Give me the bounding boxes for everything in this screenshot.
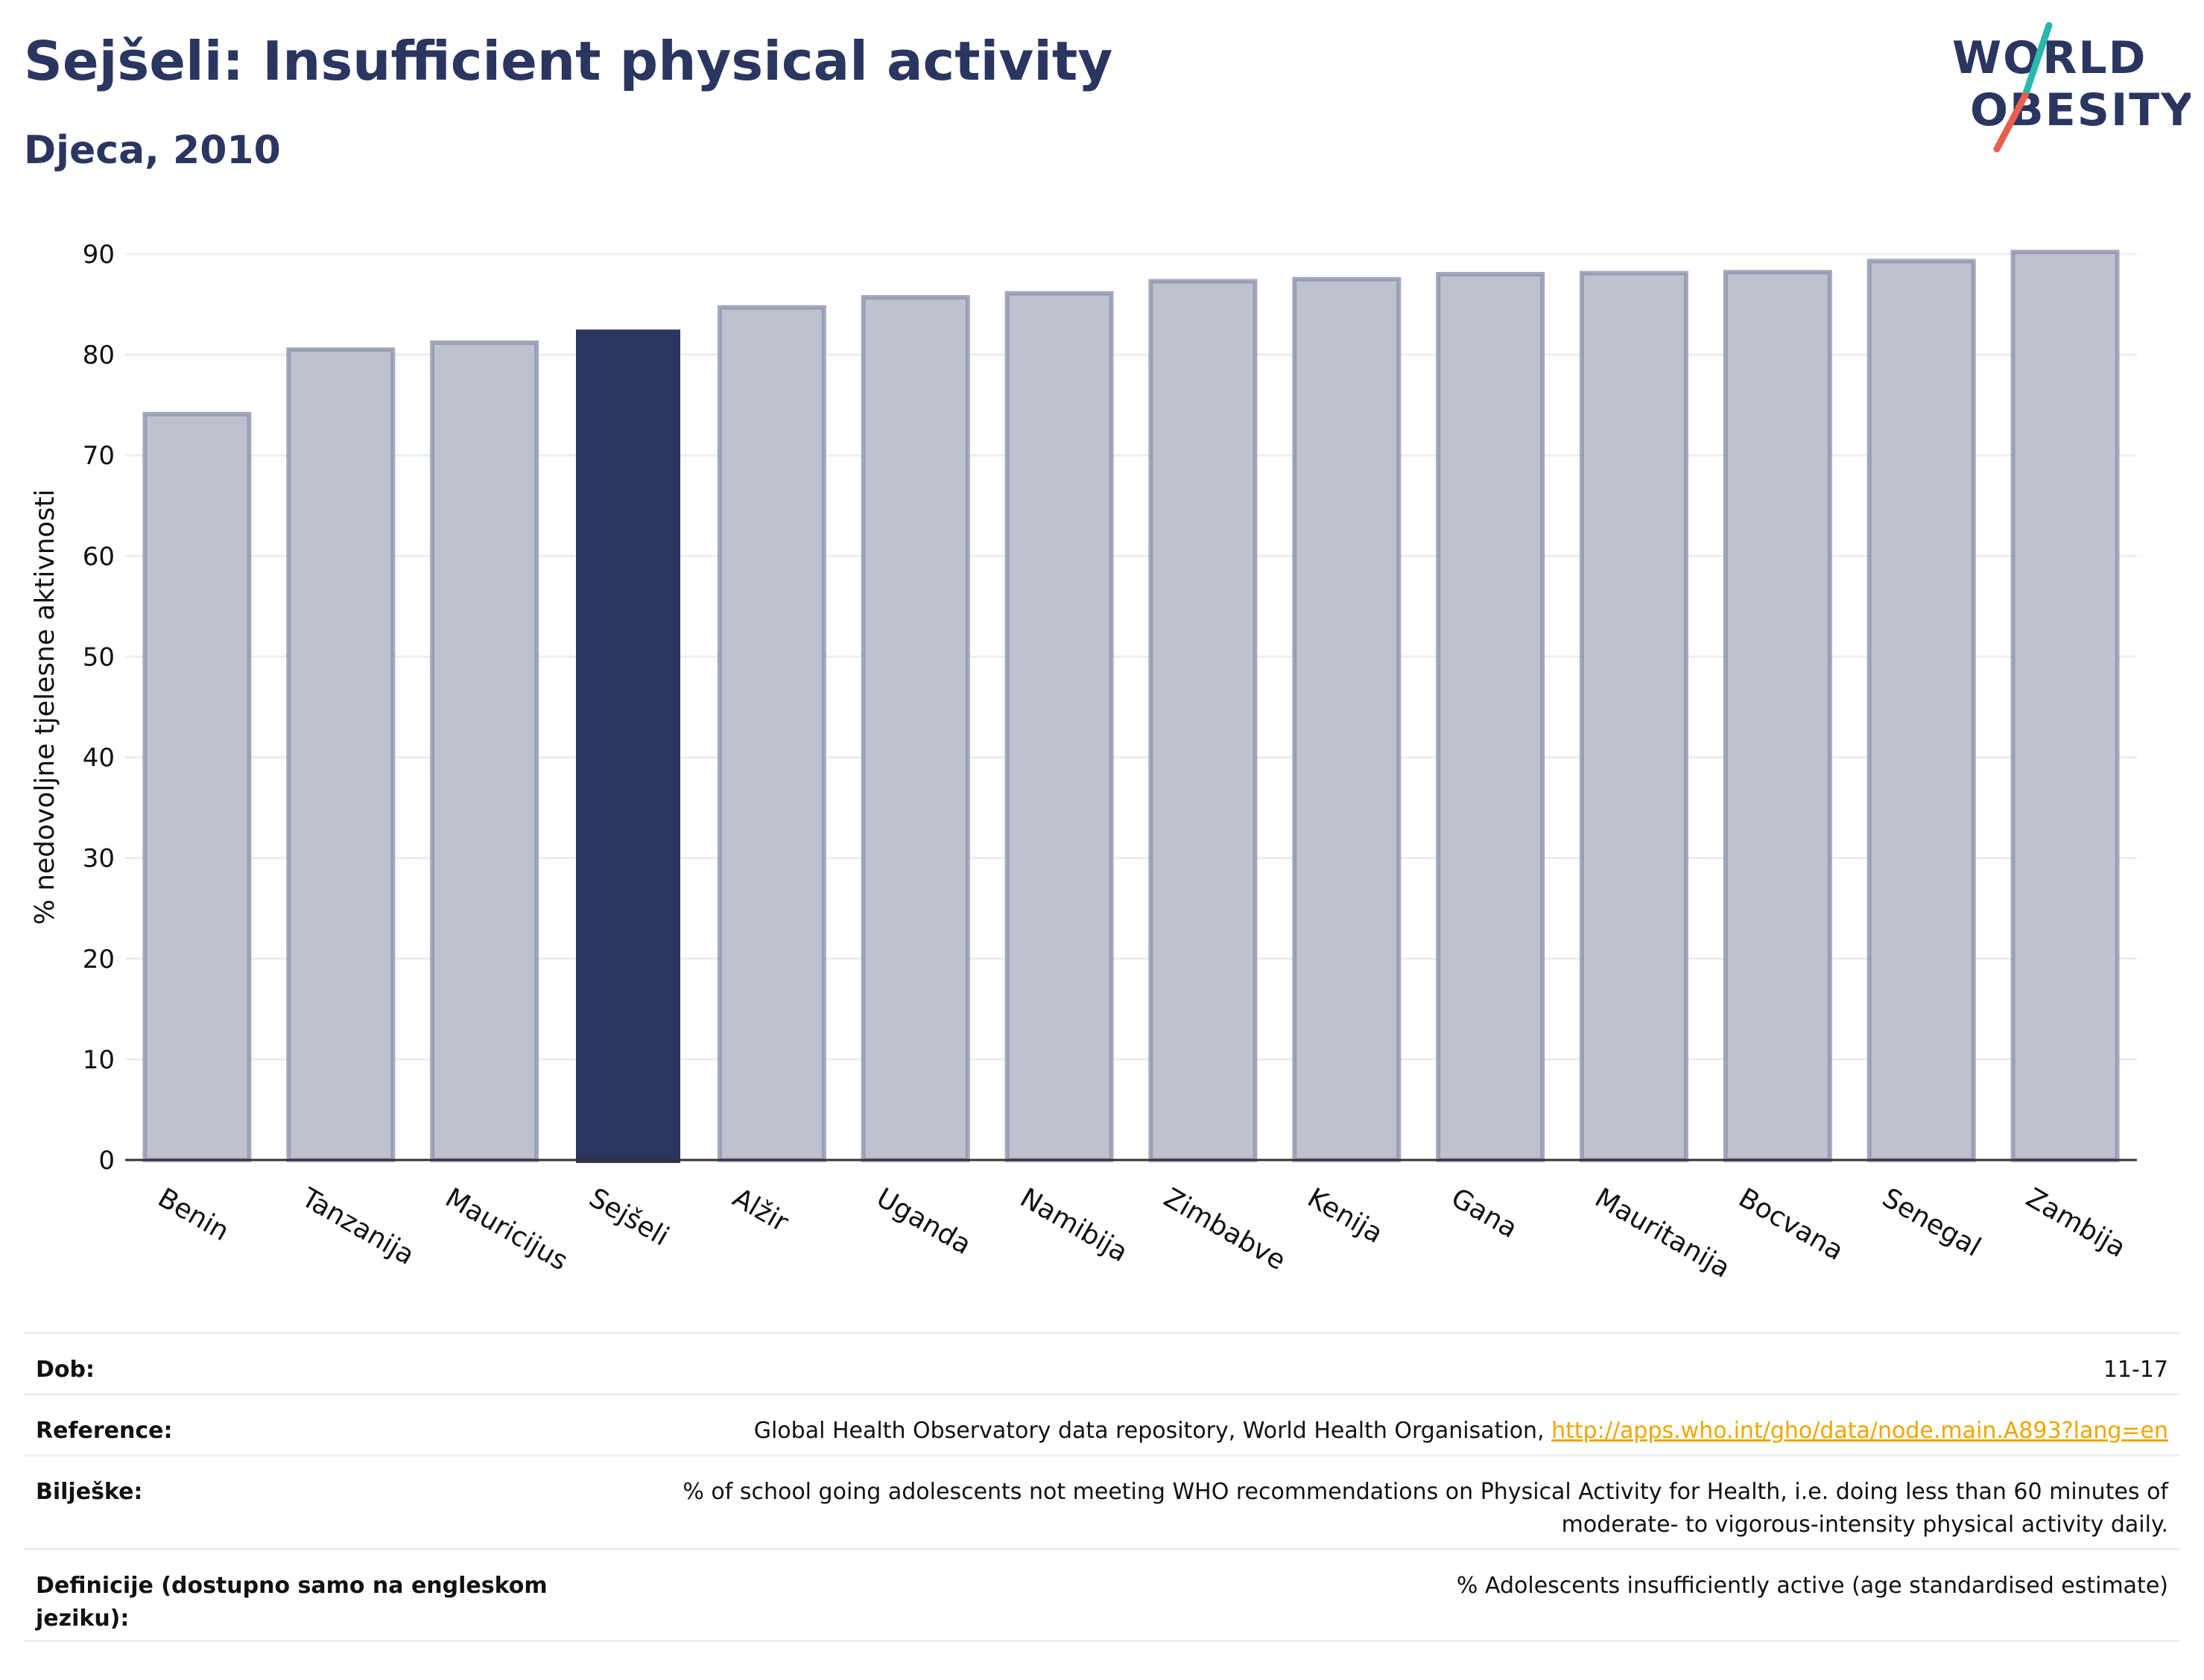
y-tick-label: 10 — [83, 1045, 115, 1075]
info-table: Dob: 11-17 Reference: Global Health Obse… — [24, 1332, 2180, 1642]
y-tick-label: 20 — [83, 945, 115, 974]
x-tick-label: Bocvana — [1733, 1182, 1849, 1267]
bar — [142, 411, 252, 1162]
info-row-definitions: Definicije (dostupno samo na engleskom j… — [24, 1548, 2180, 1642]
info-row-age: Dob: 11-17 — [24, 1332, 2180, 1393]
x-tick-label: Zambija — [2021, 1182, 2131, 1264]
x-tick-label: Sejšeli — [584, 1182, 674, 1252]
bar — [1866, 259, 1976, 1162]
info-label-notes: Bilješke: — [36, 1479, 143, 1505]
bar — [1580, 270, 1688, 1162]
bars — [142, 250, 2120, 1163]
y-tick-label: 40 — [83, 744, 115, 773]
x-tick-label: Benin — [153, 1182, 234, 1247]
info-label-definitions: Definicije (dostupno samo na engleskom j… — [36, 1573, 548, 1632]
y-tick-label: 60 — [83, 542, 115, 571]
x-tick-label: Uganda — [871, 1182, 976, 1261]
bar — [1004, 291, 1114, 1162]
info-value-reference: Global Health Observatory data repositor… — [572, 1415, 2168, 1448]
bar-chart: 0 10 20 30 40 50 60 70 80 90 Benin Tanzanija Maurici… — [30, 240, 2137, 1284]
info-label-age: Dob: — [36, 1357, 95, 1383]
info-value-notes: % of school going adolescents not meetin… — [683, 1479, 2168, 1538]
reference-text: Global Health Observatory data repositor… — [753, 1418, 1552, 1444]
x-tick-label: Mauritanija — [1590, 1182, 1735, 1284]
y-tick-label: 0 — [98, 1146, 115, 1176]
logo-slash-top — [2021, 22, 2053, 99]
x-tick-label: Senegal — [1877, 1182, 1986, 1263]
y-axis-label: % nedovoljne tjelesne aktivnosti — [30, 489, 60, 925]
logo-line2: OBESITY — [1970, 84, 2191, 136]
bar — [430, 340, 539, 1162]
logo-slash-bottom — [1993, 92, 2029, 153]
y-tick-label: 30 — [83, 844, 115, 874]
bar — [1723, 270, 1832, 1163]
x-tick-label: Mauricijus — [440, 1182, 573, 1277]
x-tick-label: Namibija — [1015, 1182, 1133, 1268]
grid-lines — [125, 253, 2137, 1061]
y-tick-label: 70 — [83, 441, 115, 471]
x-tick-label: Gana — [1446, 1182, 1523, 1244]
bar — [2010, 250, 2120, 1163]
info-value-definitions: % Adolescents insufficiently active (age… — [1456, 1573, 2168, 1599]
info-label-reference: Reference: — [36, 1418, 173, 1444]
page-subtitle: Djeca, 2010 — [24, 128, 281, 173]
logo-line1: WORLD — [1952, 32, 2147, 84]
x-tick-label: Kenija — [1302, 1182, 1388, 1249]
y-tick-label: 90 — [83, 240, 115, 270]
y-tick-label: 50 — [83, 642, 115, 672]
bar — [1292, 276, 1402, 1162]
bar — [1436, 272, 1545, 1162]
bar-highlight — [576, 329, 680, 1163]
bar — [286, 347, 396, 1162]
reference-link[interactable]: http://apps.who.int/gho/data/node.main.A… — [1551, 1418, 2168, 1444]
world-obesity-logo: WORLD OBESITY — [1952, 22, 2191, 153]
bar — [861, 295, 970, 1162]
page-title: Sejšeli: Insufficient physical activity — [24, 30, 1113, 92]
bar — [1148, 279, 1258, 1163]
y-tick-label: 80 — [83, 340, 115, 370]
x-tick-label: Zimbabve — [1159, 1182, 1291, 1276]
info-value-age: 11-17 — [2103, 1357, 2168, 1383]
bar — [717, 305, 826, 1162]
x-tick-label: Tanzanija — [296, 1182, 419, 1271]
info-row-reference: Reference: Global Health Observatory dat… — [24, 1393, 2180, 1454]
info-row-notes: Bilješke: % of school going adolescents … — [24, 1454, 2180, 1548]
x-tick-label: Alžir — [727, 1182, 794, 1238]
